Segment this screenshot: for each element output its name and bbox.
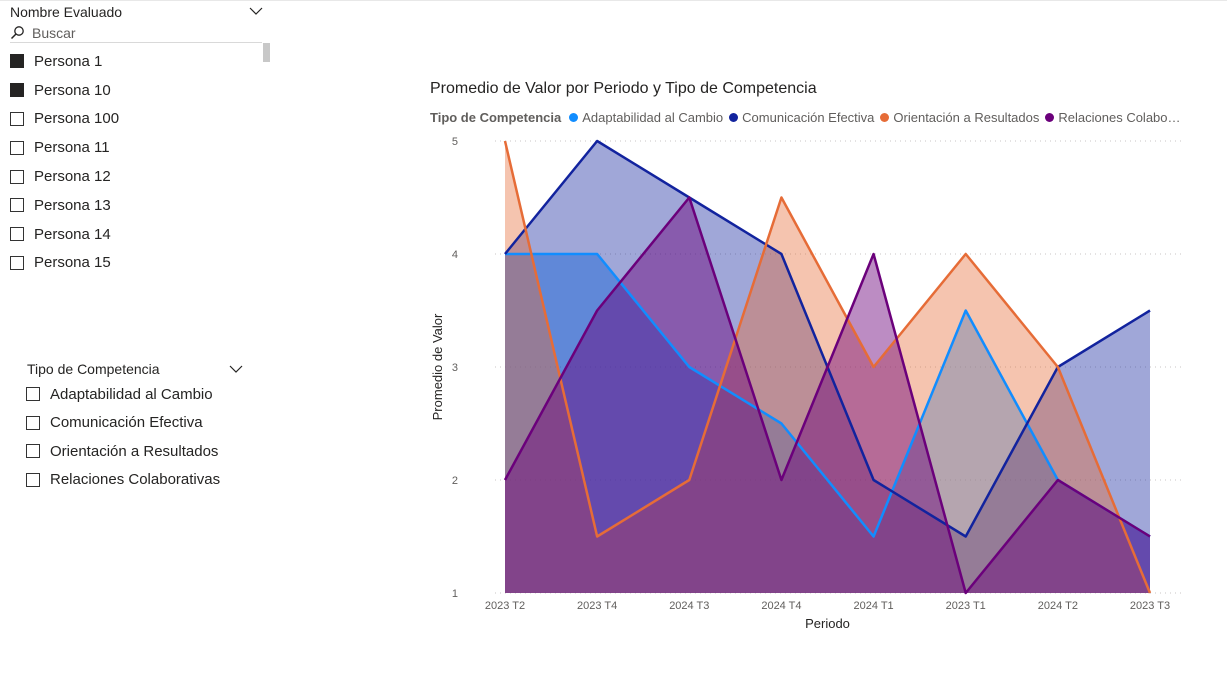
scrollbar-thumb[interactable] (263, 43, 270, 62)
y-axis-title: Promedio de Valor (430, 313, 445, 420)
chevron-down-icon[interactable] (229, 364, 243, 374)
checkbox[interactable] (10, 255, 24, 270)
slicer-nombre-evaluado: Nombre Evaluado Persona 1 Persona 10 Per… (0, 0, 272, 272)
slicer-item-label: Persona 100 (34, 110, 120, 128)
x-tick-label: 2024 T2 (1038, 600, 1078, 612)
legend-dot-icon (729, 113, 739, 122)
checkbox[interactable] (10, 83, 24, 98)
slicer-item-persona-10[interactable]: Persona 10 (10, 76, 260, 105)
slicer-item-persona-15[interactable]: Persona 15 (10, 249, 260, 278)
checkbox[interactable] (10, 198, 24, 213)
top-divider (0, 0, 1227, 1)
legend-item-adaptabilidad[interactable]: Adaptabilidad al Cambio (569, 110, 723, 125)
legend-title: Tipo de Competencia (430, 110, 562, 125)
legend-label: Relaciones Colaborat... (1058, 110, 1184, 125)
slicer-item-comunicacion[interactable]: Comunicación Efectiva (26, 409, 220, 438)
slicer-title: Nombre Evaluado (10, 4, 123, 20)
slicer-item-relaciones[interactable]: Relaciones Colaborativas (26, 466, 220, 495)
persona-list: Persona 1 Persona 10 Persona 100 Persona… (10, 47, 260, 277)
y-tick-label: 5 (452, 136, 458, 148)
legend-item-orientacion[interactable]: Orientación a Resultados (880, 110, 1039, 125)
chevron-down-icon[interactable] (249, 6, 263, 16)
slicer-item-persona-11[interactable]: Persona 11 (10, 133, 260, 162)
x-tick-label: 2023 T1 (946, 600, 986, 612)
x-axis-title: Periodo (805, 616, 850, 631)
slicer-item-persona-13[interactable]: Persona 13 (10, 191, 260, 220)
slicer-item-persona-1[interactable]: Persona 1 (10, 47, 260, 76)
search-row (10, 24, 262, 43)
slicer-item-label: Persona 12 (34, 168, 111, 186)
x-tick-label: 2024 T3 (669, 600, 709, 612)
area-fill-0 (505, 254, 1150, 593)
area-chart-visual: 1 2 3 4 5 2023 T2 2023 T4 2024 T3 2024 T4 2024 T1… (420, 70, 1210, 640)
search-input[interactable] (32, 24, 257, 42)
series-line-2 (503, 140, 1152, 594)
checkbox[interactable] (10, 140, 24, 155)
slicer-item-label: Orientación a Resultados (50, 442, 219, 460)
slicer-item-label: Persona 13 (34, 196, 111, 214)
checkbox[interactable] (10, 227, 24, 242)
slicer-item-label: Adaptabilidad al Cambio (50, 385, 213, 403)
x-tick-label: 2024 T1 (853, 600, 893, 612)
checkbox[interactable] (26, 472, 40, 487)
legend-item-relaciones[interactable]: Relaciones Colaborat... (1045, 110, 1184, 125)
legend-label: Adaptabilidad al Cambio (582, 110, 724, 125)
y-tick-label: 1 (452, 588, 458, 600)
slicer-title: Tipo de Competencia (27, 361, 160, 377)
slicer-item-persona-14[interactable]: Persona 14 (10, 220, 260, 249)
legend-dot-icon (1045, 113, 1055, 122)
checkbox[interactable] (10, 54, 24, 69)
slicer-item-label: Persona 11 (34, 139, 110, 157)
slicer-tipo-competencia: Tipo de Competencia Adaptabilidad al Cam… (26, 358, 256, 498)
series-line-3 (503, 196, 1151, 595)
slicer-item-label: Relaciones Colaborativas (50, 471, 221, 489)
slicer-item-label: Comunicación Efectiva (50, 414, 203, 432)
x-tick-label: 2023 T4 (577, 600, 617, 612)
x-tick-label: 2023 T3 (1130, 600, 1170, 612)
slicer-item-label: Persona 1 (34, 52, 103, 70)
slicer-item-label: Persona 14 (34, 225, 111, 243)
slicer-item-persona-100[interactable]: Persona 100 (10, 105, 260, 134)
chart-plot: 1 2 3 4 5 2023 T2 2023 T4 2024 T3 2024 T4 2024 T1… (430, 136, 1185, 631)
y-tick-label: 4 (452, 249, 458, 261)
checkbox[interactable] (10, 111, 24, 126)
checkbox[interactable] (26, 387, 40, 402)
checkbox[interactable] (26, 415, 40, 430)
legend-dot-icon (880, 113, 890, 122)
slicer-item-label: Persona 10 (34, 81, 111, 99)
series-line-0 (505, 252, 1151, 538)
y-tick-label: 2 (452, 475, 458, 487)
checkbox[interactable] (26, 444, 40, 459)
chart-title: Promedio de Valor por Periodo y Tipo de … (430, 80, 817, 97)
x-tick-label: 2024 T4 (761, 600, 801, 612)
slicer-item-orientacion[interactable]: Orientación a Resultados (26, 437, 220, 466)
legend-label: Comunicación Efectiva (742, 110, 875, 125)
search-icon (10, 26, 24, 40)
competencia-list: Adaptabilidad al Cambio Comunicación Efe… (26, 380, 220, 494)
legend-label: Orientación a Resultados (893, 110, 1040, 125)
checkbox[interactable] (10, 169, 24, 184)
chart-legend: Tipo de Competencia Adaptabilidad al Cam… (430, 110, 1190, 125)
slicer-item-persona-12[interactable]: Persona 12 (10, 162, 260, 191)
slicer-item-label: Persona 15 (34, 254, 111, 272)
slicer-item-adaptabilidad[interactable]: Adaptabilidad al Cambio (26, 380, 220, 409)
legend-item-comunicacion[interactable]: Comunicación Efectiva (729, 110, 874, 125)
legend-dot-icon (569, 113, 579, 122)
x-tick-label: 2023 T2 (485, 600, 525, 612)
y-tick-label: 3 (452, 362, 458, 374)
